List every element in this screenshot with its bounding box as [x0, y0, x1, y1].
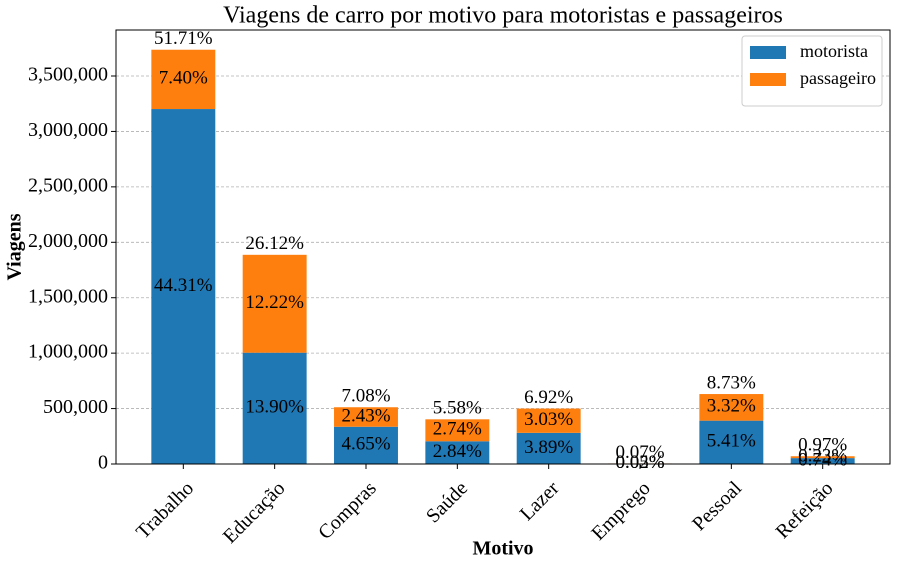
- bar-segment: [699, 420, 764, 464]
- legend-label: motorista: [800, 41, 868, 61]
- value-label: 7.40%: [159, 68, 208, 89]
- total-label: 0.07%: [615, 442, 664, 463]
- bar-segment: [242, 352, 307, 464]
- legend-label: passageiro: [800, 68, 876, 88]
- value-label: 5.41%: [707, 431, 756, 452]
- total-label: 5.58%: [433, 398, 482, 419]
- bar-segment: [334, 407, 398, 427]
- bar-segment: [516, 408, 581, 433]
- y-tick-label: 1,500,000: [28, 285, 108, 307]
- y-axis-label: Viagens: [4, 213, 26, 280]
- x-tick-label: Pessoal: [688, 477, 746, 535]
- bar-segment: [790, 456, 855, 459]
- bar-segment: [242, 254, 307, 353]
- x-tick-label: Trabalho: [132, 477, 198, 543]
- bar-segment: [151, 109, 216, 464]
- bar-segment: [425, 419, 490, 442]
- value-label: 3.32%: [707, 396, 756, 417]
- x-tick-label: Educação: [219, 477, 290, 548]
- bar-segment: [790, 458, 855, 464]
- value-label: 2.74%: [433, 419, 482, 440]
- y-tick-label: 500,000: [43, 396, 108, 418]
- value-label: 2.43%: [341, 405, 390, 426]
- x-tick-label: Lazer: [516, 477, 564, 525]
- y-tick-label: 2,000,000: [28, 230, 108, 252]
- value-label: 3.89%: [524, 437, 573, 458]
- x-tick-label: Refeição: [772, 477, 838, 543]
- value-label: 0.74%: [798, 449, 847, 470]
- total-label: 51.71%: [154, 28, 213, 49]
- value-label: 12.22%: [245, 292, 304, 313]
- y-tick-label: 3,500,000: [28, 64, 108, 86]
- value-label: 0.05%: [615, 452, 664, 473]
- y-tick-label: 0: [98, 452, 108, 474]
- x-tick-label: Saúde: [422, 477, 472, 527]
- y-tick-label: 3,000,000: [28, 119, 108, 141]
- value-label: 13.90%: [245, 397, 304, 418]
- total-label: 8.73%: [707, 372, 756, 393]
- value-label: 44.31%: [154, 275, 213, 296]
- value-label: 0.23%: [798, 446, 847, 467]
- total-label: 26.12%: [245, 233, 304, 254]
- value-label: 4.65%: [341, 434, 390, 455]
- grid: [116, 75, 890, 465]
- legend-swatch: [750, 73, 786, 86]
- y-tick-label: 2,500,000: [28, 174, 108, 196]
- legend-swatch: [750, 46, 786, 59]
- plot-frame: [115, 29, 891, 465]
- bar-segment: [516, 432, 581, 464]
- bar-segment: [151, 49, 216, 110]
- chart-title: Viagens de carro por motivo para motoris…: [223, 3, 783, 29]
- bar-segment: [334, 426, 398, 464]
- legend: motorista passageiro: [741, 35, 883, 107]
- bar-segment: [699, 394, 764, 421]
- x-tick-label: Compras: [314, 477, 381, 544]
- value-label: 0.02%: [615, 452, 664, 473]
- total-label: 6.92%: [524, 387, 573, 408]
- total-label: 7.08%: [341, 386, 390, 407]
- value-label: 3.03%: [524, 409, 573, 430]
- bar-segment: [425, 441, 490, 464]
- x-axis-label: Motivo: [472, 538, 533, 560]
- total-label: 0.97%: [798, 435, 847, 456]
- y-tick-label: 1,000,000: [28, 341, 108, 363]
- value-label: 2.84%: [433, 441, 482, 462]
- x-tick-label: Emprego: [587, 477, 654, 544]
